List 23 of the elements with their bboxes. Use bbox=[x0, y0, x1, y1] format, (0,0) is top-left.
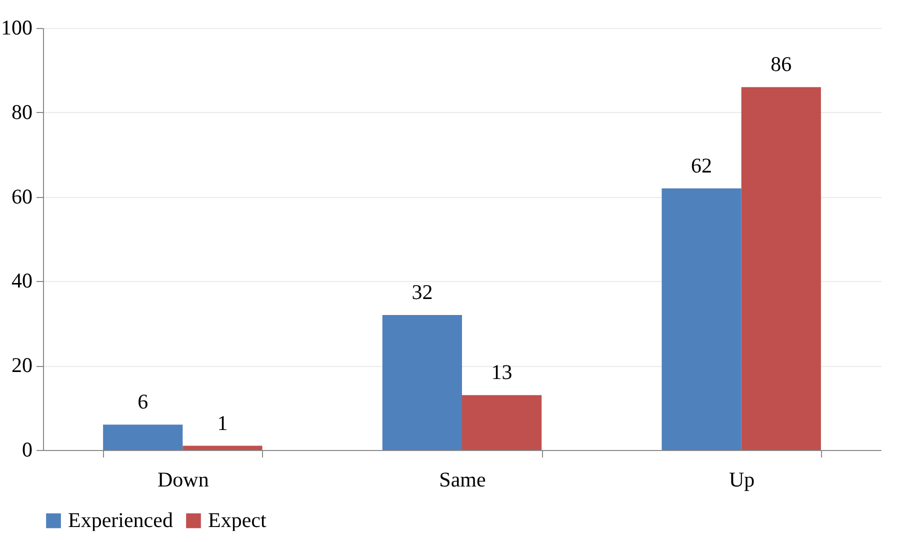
data-label: 86 bbox=[770, 52, 792, 76]
y-tick-label: 100 bbox=[1, 16, 32, 40]
data-label: 6 bbox=[138, 390, 148, 414]
data-label: 1 bbox=[217, 410, 228, 435]
y-tick-label: 20 bbox=[12, 353, 32, 378]
bar bbox=[662, 188, 742, 450]
legend-label: Experienced bbox=[68, 508, 174, 532]
x-tick-label: Same bbox=[439, 468, 486, 492]
bar bbox=[182, 446, 262, 450]
y-tick-label: 0 bbox=[22, 438, 32, 462]
legend-label: Expect bbox=[208, 508, 266, 532]
bar bbox=[103, 424, 183, 450]
y-tick-label: 80 bbox=[12, 100, 32, 124]
bar bbox=[382, 314, 462, 450]
bar bbox=[462, 395, 542, 450]
y-tick-label: 60 bbox=[12, 184, 32, 208]
bar bbox=[741, 87, 821, 450]
data-label: 62 bbox=[691, 153, 712, 178]
data-label: 13 bbox=[491, 360, 512, 384]
x-tick-label: Down bbox=[157, 468, 210, 492]
x-tick-label: Up bbox=[728, 468, 755, 492]
data-label: 32 bbox=[412, 280, 433, 304]
y-tick-label: 40 bbox=[12, 268, 32, 293]
